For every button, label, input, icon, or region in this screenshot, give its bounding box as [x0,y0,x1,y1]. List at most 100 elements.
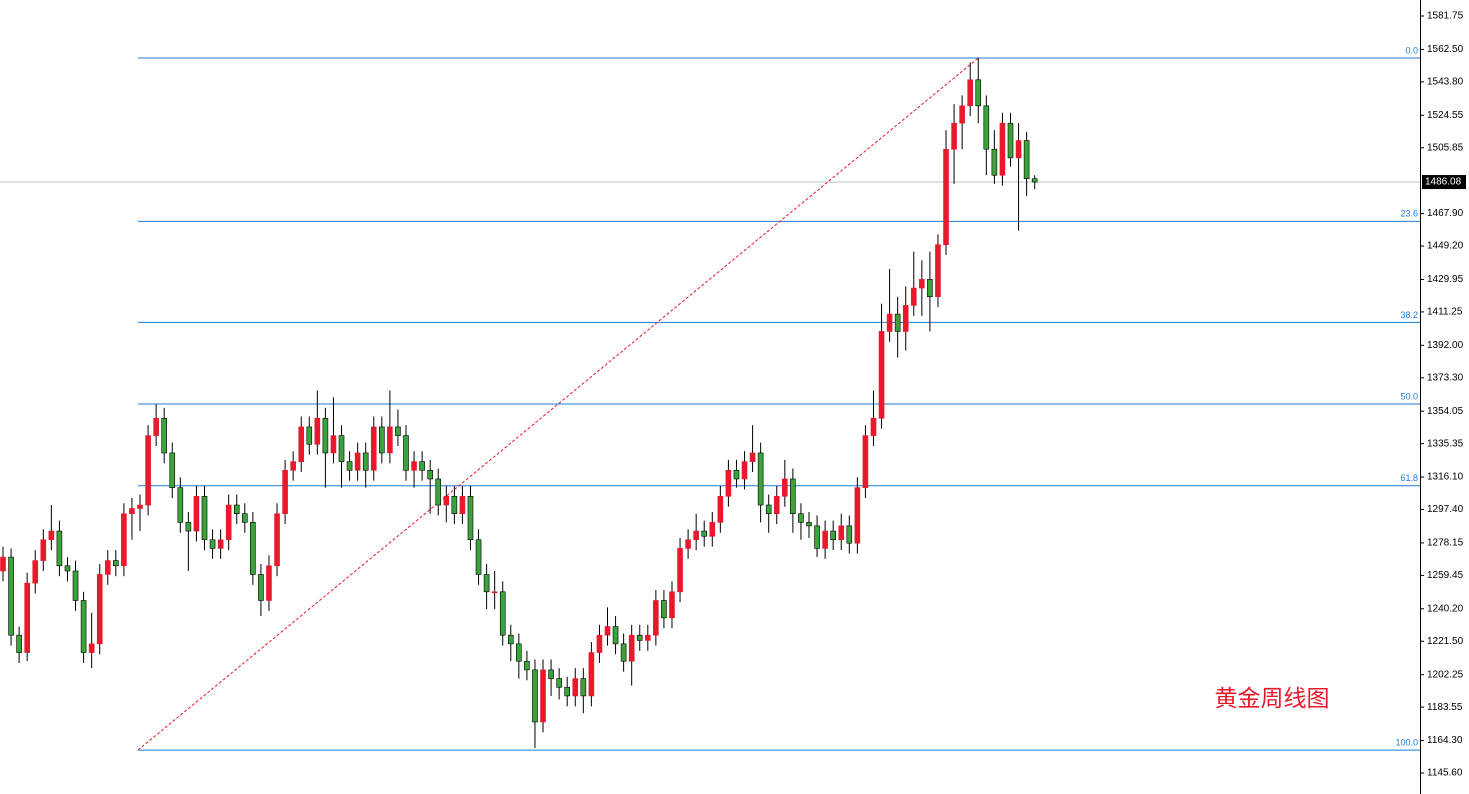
candle-body [282,470,288,514]
candle-body [564,686,571,697]
candle-body [838,525,845,541]
fib-label: 23.6 [1400,209,1418,219]
y-tick-label: 1164.30 [1427,735,1463,746]
candle-body [620,643,627,662]
candle-body [379,426,385,454]
candle-body [387,426,393,454]
y-tick-label: 1202.25 [1427,669,1464,680]
candle-body [983,105,990,150]
candle-body [532,669,538,723]
candle-body [733,470,740,480]
candle-body [24,582,30,653]
y-tick-label: 1354.05 [1427,406,1464,417]
candle-body [959,105,965,124]
candle-body [741,461,748,480]
candle-body [362,452,369,471]
candle-body [250,522,256,575]
current-price-label: 1486.08 [1425,177,1462,188]
candle-body [113,560,119,567]
candle-body [854,487,861,544]
candle-body [878,331,885,419]
candle-body [258,574,264,601]
candle-body [217,539,224,549]
y-tick-label: 1259.45 [1427,570,1464,581]
candle-body [644,634,651,641]
candle-body [64,565,71,572]
candle-body [306,426,313,445]
candle-body [8,556,14,636]
y-tick-label: 1562.50 [1427,44,1464,55]
y-tick-label: 1145.60 [1427,768,1463,779]
candle-body [1015,140,1022,159]
candle-body [193,496,200,532]
candle-body [1031,178,1038,183]
candle-body [975,79,982,107]
y-tick-label: 1429.95 [1427,274,1464,285]
candle-body [475,539,482,575]
candle-body [830,530,836,541]
candle-body [443,496,450,506]
candle-body [717,496,724,523]
candle-body [451,496,458,514]
y-tick-label: 1221.50 [1427,636,1464,647]
y-tick-label: 1278.15 [1427,538,1464,549]
y-tick-label: 1392.00 [1427,340,1464,351]
candle-body [290,461,296,471]
candle-body [540,669,546,723]
candle-body [919,279,925,289]
y-tick-label: 1373.30 [1427,372,1464,383]
candle-body [886,313,893,332]
candle-body [693,530,699,541]
candle-body [798,513,804,523]
candle-body [790,478,796,514]
candle-body [612,626,619,645]
candle-body [628,634,635,662]
y-tick-label: 1581.75 [1427,11,1464,22]
candle-body [709,522,716,537]
candle-body [910,287,917,306]
candle-body [330,435,337,454]
current-price-box [1422,175,1466,190]
candle-body [395,426,401,436]
candle-body [225,504,232,541]
candle-body [894,313,901,332]
candle-body [459,496,466,514]
candle-body [491,591,498,594]
candle-body [846,525,853,544]
candle-body [129,508,135,514]
fib-trend [137,57,979,751]
candle-body [927,279,933,298]
candle-body [411,461,417,471]
fib-label: 50.0 [1400,391,1418,401]
candle-body [104,560,111,575]
candle-body [201,496,208,541]
y-tick-label: 1543.80 [1427,77,1464,88]
candle-body [314,417,321,445]
candle-body [580,678,587,697]
candle-body [636,634,643,641]
candle-body [427,470,433,480]
candle-body [370,426,377,471]
candle-body [145,435,151,506]
y-tick-label: 1505.85 [1427,142,1464,153]
candle-body [653,600,659,636]
candle-body [524,660,530,671]
candle-body [661,600,667,619]
y-tick-label: 1240.20 [1427,603,1464,614]
candle-body [185,522,192,532]
candle-body [233,504,240,514]
candle-body [935,244,941,298]
y-tick-label: 1411.25 [1427,307,1463,318]
candle-body [96,574,103,645]
candle-body [757,452,764,506]
candle-body [572,678,579,697]
candle-body [806,522,812,527]
candle-body [782,478,788,497]
candle-body [902,305,909,332]
candle-body [548,669,554,679]
candle-body [765,504,772,514]
candle-body [483,574,490,593]
y-tick-label: 1449.20 [1427,241,1464,252]
candle-body [274,513,280,567]
candle-body [467,496,474,541]
